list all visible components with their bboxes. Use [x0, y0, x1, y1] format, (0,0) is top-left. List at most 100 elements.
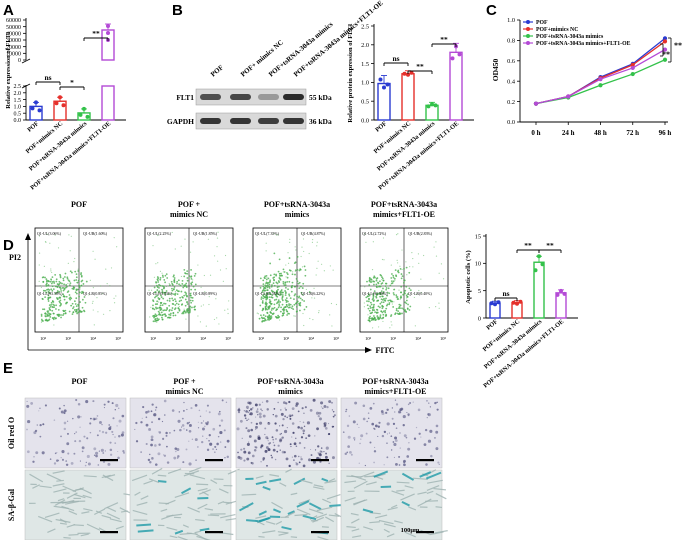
stain-dot: [202, 427, 205, 431]
stain-dot: [397, 410, 401, 414]
flow-event: [379, 306, 381, 309]
stain-dot: [96, 415, 99, 417]
flow-event: [173, 277, 176, 279]
stain-dot: [317, 452, 319, 454]
flow-event: [289, 303, 292, 306]
stain-dot: [437, 461, 440, 464]
flow-event: [273, 273, 276, 276]
flow-event: [177, 311, 179, 314]
stain-dot: [99, 430, 101, 432]
chart-B-bar-point: [433, 103, 438, 108]
cell-shape: [194, 530, 201, 534]
chart-C-legend-label: POF: [536, 20, 548, 26]
stain-dot: [114, 409, 116, 411]
flow-event: [390, 321, 392, 323]
stain-dot: [151, 457, 154, 460]
flow-event: [372, 318, 374, 321]
flow-event: [282, 271, 284, 273]
flow-event: [190, 277, 193, 280]
flow-event: [69, 270, 72, 273]
stain-dot: [295, 445, 297, 447]
cell-shape: [401, 472, 415, 481]
flow-event: [288, 293, 290, 296]
flow-event: [375, 294, 378, 297]
flow-event: [390, 280, 393, 283]
flow-event: [193, 308, 196, 311]
stain-dot: [292, 432, 295, 434]
stain-dot: [79, 460, 82, 462]
stain-dot: [197, 446, 199, 448]
flow-event: [80, 275, 83, 278]
stain-dot: [436, 408, 439, 411]
stain-dot: [39, 407, 41, 409]
stain-dot: [53, 419, 56, 421]
flow-event: [300, 291, 303, 294]
flow-event: [397, 262, 399, 264]
flow-event: [273, 299, 276, 301]
stain-dot: [405, 436, 408, 439]
stain-dot: [255, 410, 259, 414]
stain-dot: [291, 422, 295, 425]
flow-event: [81, 306, 84, 309]
stain-dot: [281, 424, 284, 427]
stain-dot: [161, 420, 164, 423]
cell-shape: [179, 532, 192, 535]
flow-event: [175, 289, 178, 292]
flow-event: [380, 282, 383, 285]
flow-event: [285, 286, 287, 289]
micrograph: [235, 397, 338, 469]
chart-C-series-line: [535, 59, 666, 105]
flow-event: [50, 279, 53, 281]
flow-event: [174, 314, 177, 317]
stain-dot: [358, 462, 360, 464]
chart-C-legend-label: POF+mimics NC: [536, 27, 578, 33]
flow-event: [302, 312, 304, 315]
blot-lane-label: POF: [209, 63, 225, 78]
cell-shape: [143, 480, 153, 485]
flow-event: [155, 319, 158, 322]
stain-dot: [318, 411, 322, 415]
flow-event: [189, 305, 192, 308]
stain-dot: [57, 459, 60, 462]
stain-dot: [166, 445, 168, 448]
flow-event: [316, 267, 318, 269]
stain-dot: [415, 426, 418, 429]
stain-dot: [243, 459, 246, 462]
stain-dot: [393, 456, 395, 458]
flow-event: [296, 300, 299, 303]
stain-dot: [225, 401, 228, 403]
flow-event: [262, 279, 265, 282]
cell-shape: [427, 479, 443, 484]
chart-D-bar-point: [518, 299, 523, 304]
chart-B-bar-point: [457, 52, 462, 57]
flow-event: [208, 296, 210, 298]
flow-event: [66, 277, 69, 280]
flow-event: [157, 310, 160, 313]
stain-dot: [302, 432, 305, 435]
stain-dot: [105, 431, 108, 434]
stain-dot: [149, 461, 152, 464]
flow-event: [284, 281, 287, 284]
flow-event: [166, 308, 169, 310]
stain-dot: [258, 403, 261, 406]
flow-event: [390, 264, 392, 266]
flow-event: [269, 318, 272, 320]
stain-dot: [61, 450, 65, 454]
flow-event: [403, 268, 405, 270]
stain-dot: [423, 443, 427, 447]
flow-event: [382, 313, 385, 316]
flow-event: [379, 285, 382, 288]
stain-dot: [245, 410, 248, 413]
flow-event: [227, 312, 229, 315]
flow-event: [366, 280, 368, 283]
stain-dot: [300, 436, 304, 439]
flow-event: [290, 290, 293, 293]
flow-event: [77, 270, 80, 272]
flow-event: [155, 263, 157, 265]
flow-event: [169, 312, 172, 315]
stain-dot: [111, 402, 114, 405]
stain-column-title: POF: [72, 377, 88, 386]
flow-event: [161, 314, 164, 317]
flow-event: [264, 284, 267, 287]
flow-event: [369, 288, 372, 291]
